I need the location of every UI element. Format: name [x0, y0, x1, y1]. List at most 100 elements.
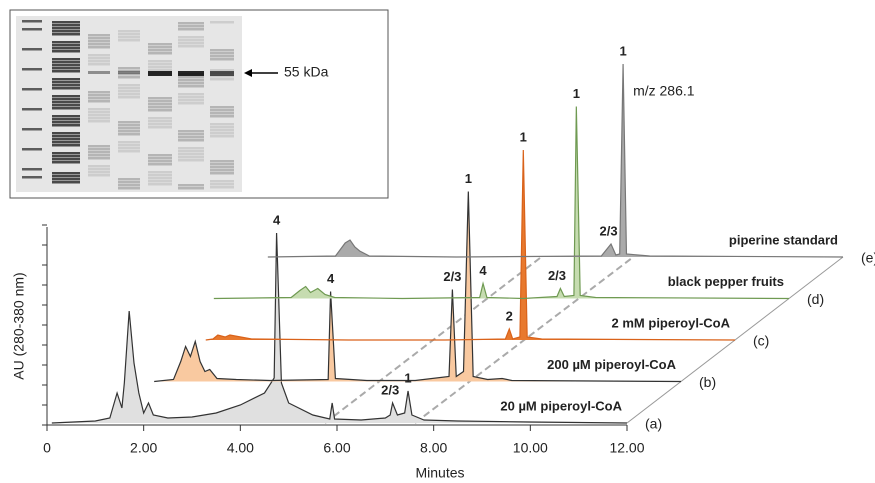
gel-band [118, 141, 140, 144]
series-name: black pepper fruits [668, 274, 784, 289]
gel-band [178, 147, 204, 150]
gel-band [210, 180, 234, 183]
gel-band [178, 76, 204, 79]
gel-band [118, 93, 140, 96]
gel-band [148, 126, 172, 129]
gel-band [148, 60, 172, 63]
gel-band [88, 60, 110, 63]
series-tag: (a) [645, 416, 662, 432]
gel-band [52, 175, 80, 178]
gel-band [52, 44, 80, 47]
gel-band [178, 156, 204, 159]
gel-band [148, 109, 172, 112]
gel-band [52, 155, 80, 158]
gel-band [210, 55, 234, 58]
gel-band [178, 187, 204, 190]
gel-band [118, 39, 140, 42]
series-name: piperine standard [729, 232, 838, 247]
gel-band [178, 28, 204, 31]
gel-band [210, 186, 234, 189]
gel-band [118, 121, 140, 124]
gel-band [52, 30, 80, 33]
gel-band [148, 174, 172, 177]
gel-band [52, 87, 80, 90]
gel-band [52, 152, 80, 155]
gel-band [52, 124, 80, 127]
gel-band [178, 99, 204, 102]
gel-band [118, 130, 140, 133]
gel-band [88, 57, 110, 60]
gel-band [148, 117, 172, 120]
gel-band [52, 47, 80, 50]
gel-band [52, 27, 80, 30]
gel-band [52, 41, 80, 44]
gel-band [22, 176, 42, 179]
gel-band [22, 68, 42, 71]
gel-band [52, 172, 80, 175]
gel-band [178, 82, 204, 85]
peak-label: m/z 286.1 [633, 83, 695, 99]
gel-band [210, 129, 234, 132]
gel-band [210, 52, 234, 55]
peak-label: 4 [479, 263, 487, 278]
gel-band [88, 114, 110, 117]
gel-band [178, 150, 204, 153]
gel-band [88, 37, 110, 40]
gel-band [148, 100, 172, 103]
gel-band [210, 115, 234, 118]
gel-band [52, 33, 80, 36]
gel-band [52, 138, 80, 141]
gel-band [22, 128, 42, 131]
gel-band [88, 100, 110, 103]
gel-band [118, 187, 140, 190]
gel-band [22, 28, 42, 31]
gel-band [148, 66, 172, 69]
x-tick-label: 10.00 [513, 440, 548, 456]
gel-band [88, 165, 110, 168]
gel-band [88, 97, 110, 100]
gel-band [178, 130, 204, 133]
gel-band [210, 78, 234, 81]
x-tick-label: 6.00 [323, 440, 350, 456]
gel-band [52, 144, 80, 147]
x-tick-label: 8.00 [420, 440, 447, 456]
gel-band [52, 24, 80, 27]
x-tick-label: 4.00 [227, 440, 254, 456]
gel-band [52, 121, 80, 124]
gel-band [118, 124, 140, 127]
gel-band [52, 135, 80, 138]
gel-band [88, 43, 110, 46]
gel-band [148, 43, 172, 46]
gel-band [118, 127, 140, 130]
gel-band [52, 84, 80, 87]
gel-inset [10, 10, 388, 198]
gel-band [52, 101, 80, 104]
gel-band [178, 45, 204, 48]
gel-band [52, 178, 80, 181]
gel-label: 55 kDa [284, 64, 329, 80]
gel-band [52, 132, 80, 135]
y-axis-label: AU (280-380 nm) [11, 272, 27, 379]
gel-band [52, 70, 80, 73]
gel-band [178, 139, 204, 142]
gel-band [52, 107, 80, 110]
gel-band [210, 112, 234, 115]
gel-band [52, 50, 80, 53]
gel-band [118, 71, 140, 74]
gel-band [52, 181, 80, 184]
gel-band [52, 78, 80, 81]
gel-band [52, 61, 80, 64]
gel-band [22, 20, 42, 23]
gel-band [178, 36, 204, 39]
x-tick-label: 0 [43, 440, 51, 456]
gel-band [88, 174, 110, 177]
gel-band [118, 147, 140, 150]
gel-band [148, 177, 172, 180]
gel-band [88, 117, 110, 120]
gel-band [210, 166, 234, 169]
gel-band [210, 169, 234, 172]
gel-band [210, 58, 234, 61]
gel-image [16, 16, 242, 192]
gel-band [52, 161, 80, 164]
gel-band [118, 33, 140, 36]
